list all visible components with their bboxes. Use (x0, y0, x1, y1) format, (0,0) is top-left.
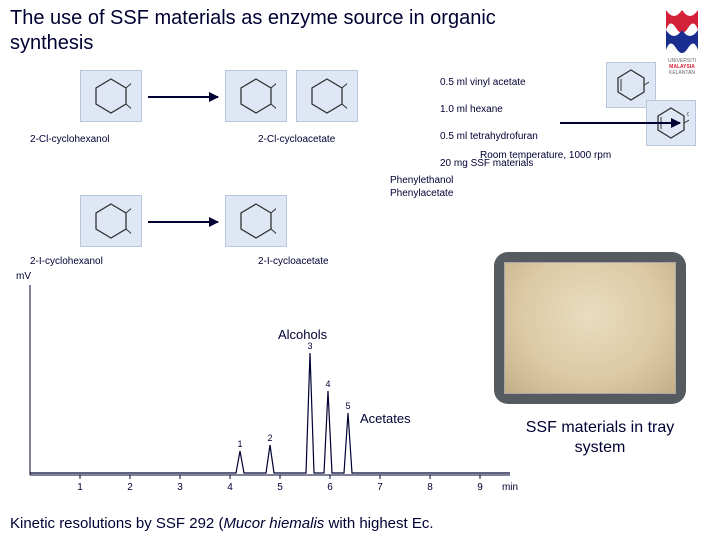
mol-label: 2-Cl-cyclohexanol (30, 134, 109, 145)
svg-text:1: 1 (237, 439, 242, 449)
footer-t3: with highest Ec. (324, 515, 433, 532)
molecule-structure: IOAc (80, 195, 142, 247)
svg-text:1: 1 (77, 482, 83, 493)
mid-line: Phenylacetate (390, 187, 453, 200)
peak-group-label: Acetates (360, 411, 411, 426)
svg-text:3: 3 (307, 341, 312, 351)
svg-text:5: 5 (277, 482, 283, 493)
caption-line: system (510, 438, 690, 458)
mid-line: Phenylethanol (390, 174, 453, 187)
svg-text:3: 3 (177, 482, 183, 493)
footer-text: Kinetic resolutions by SSF 292 (Mucor hi… (10, 515, 434, 532)
caption-line: SSF materials in tray (510, 418, 690, 438)
svg-text:KELANTAN: KELANTAN (669, 70, 695, 76)
svg-text:8: 8 (427, 482, 433, 493)
svg-text:4: 4 (227, 482, 233, 493)
svg-text:6: 6 (327, 482, 333, 493)
chromatogram-chart: mV 1 2 3 4 5 6 7 8 9 min 1 2 3 (10, 265, 520, 505)
molecule-structure: ClOH (225, 70, 287, 122)
reaction-conditions: 0.5 ml vinyl acetate 1.0 ml hexane 0.5 m… (440, 62, 538, 184)
photo-caption: SSF materials in tray system (510, 418, 690, 458)
university-logo: UNIVERSITI MALAYSIA KELANTAN (654, 6, 710, 76)
ssf-tray-photo (494, 252, 686, 404)
molecule-structure: ClOH (80, 70, 142, 122)
svg-text:9: 9 (477, 482, 483, 493)
photo-inner (504, 262, 676, 394)
molecule-structure: ClOAc (296, 70, 358, 122)
svg-text:4: 4 (325, 379, 330, 389)
svg-text:min: min (502, 482, 518, 493)
molecule-structure: IOAc (225, 195, 287, 247)
svg-text:mV: mV (16, 271, 31, 282)
mid-labels: Phenylethanol Phenylacetate (390, 174, 453, 200)
title-area: The use of SSF materials as enzyme sourc… (10, 6, 570, 56)
reaction-arrow (148, 96, 218, 98)
peak-group-label: Alcohols (278, 327, 327, 342)
svg-text:OAc: OAc (687, 112, 689, 118)
footer-species: Mucor hiemalis (223, 515, 324, 532)
svg-text:2: 2 (127, 482, 133, 493)
svg-text:5: 5 (345, 401, 350, 411)
reaction-arrow (560, 122, 680, 124)
cond-line: 0.5 ml tetrahydrofuran (440, 130, 538, 144)
svg-text:2: 2 (267, 433, 272, 443)
cond-line: 1.0 ml hexane (440, 103, 538, 117)
footer-t1: Kinetic resolutions by SSF 292 ( (10, 515, 223, 532)
cond-line: 0.5 ml vinyl acetate (440, 76, 538, 90)
svg-text:7: 7 (377, 482, 383, 493)
mol-label: 2-Cl-cycloacetate (258, 134, 335, 145)
page-title: The use of SSF materials as enzyme sourc… (10, 6, 570, 56)
reaction-arrow (148, 221, 218, 223)
room-temp-text: Room temperature, 1000 rpm (480, 150, 611, 161)
